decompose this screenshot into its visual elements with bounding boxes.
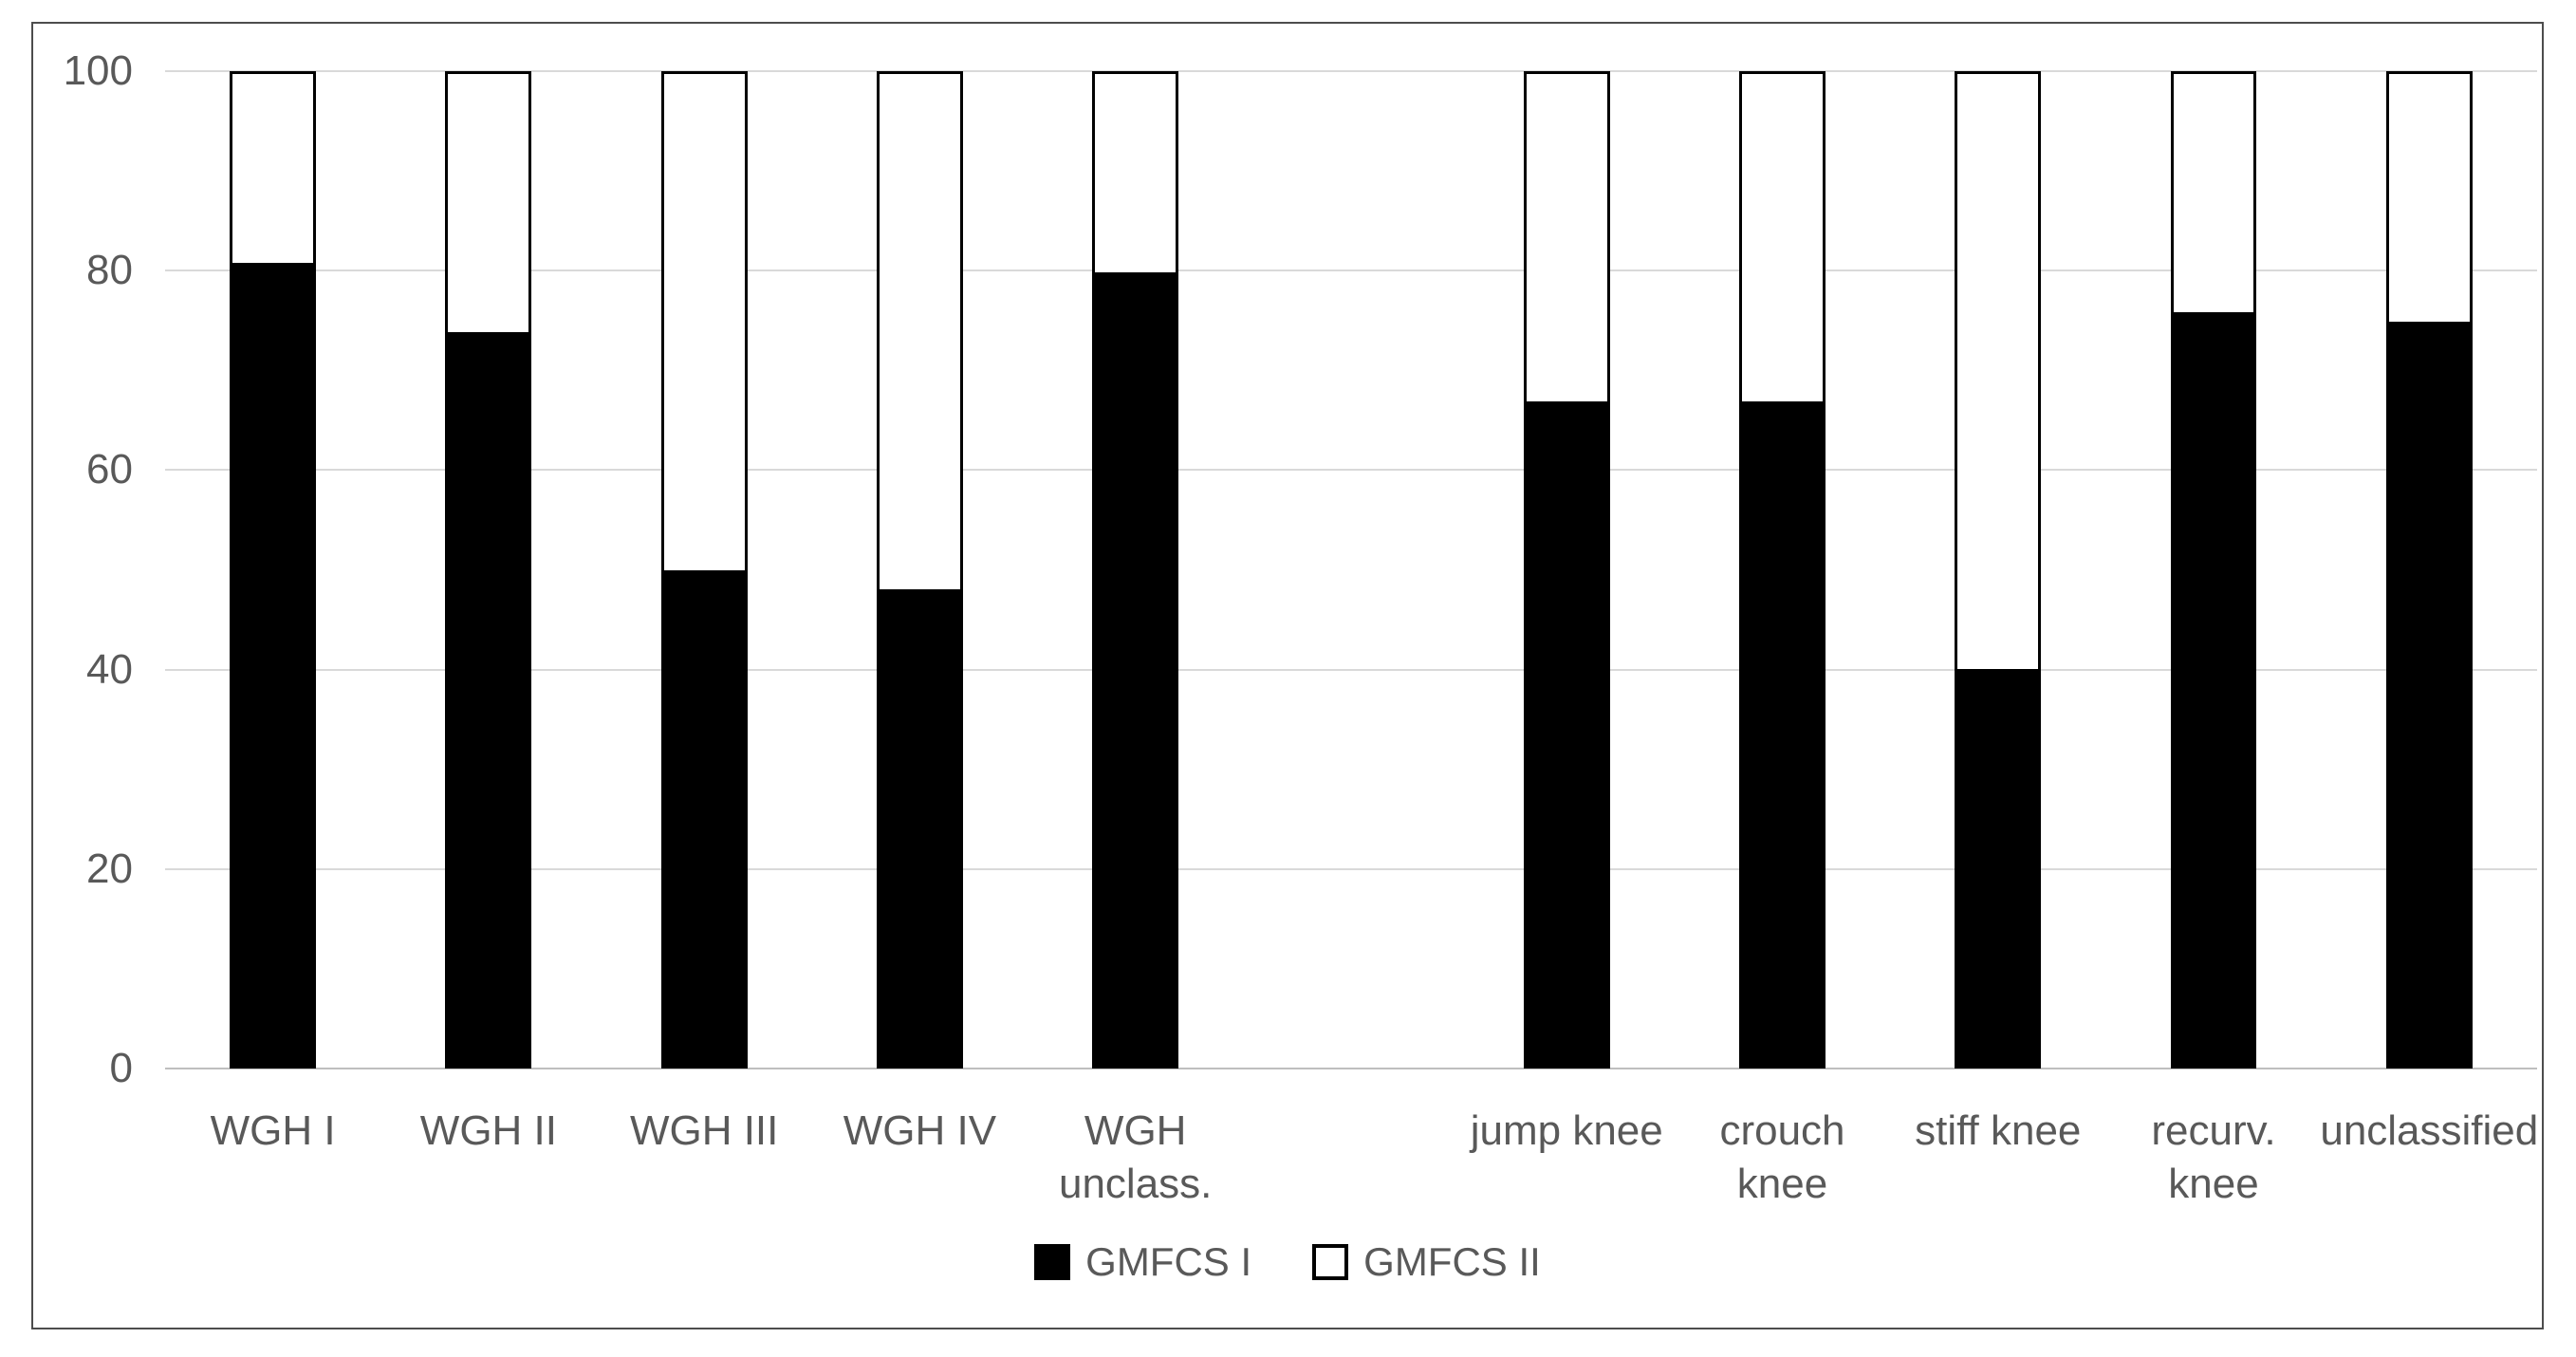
legend-swatch-white-icon <box>1312 1244 1349 1280</box>
category-label: WGH IV <box>843 1107 997 1154</box>
legend-label: GMFCS I <box>1085 1239 1252 1284</box>
category-label: jump knee <box>1470 1107 1663 1154</box>
legend-label: GMFCS II <box>1363 1239 1541 1284</box>
category-label: stiff knee <box>1915 1107 2082 1154</box>
category-label: recurv. knee <box>2151 1107 2276 1207</box>
gridline-0 <box>165 1068 2537 1069</box>
bar-segment-gmfcs-i <box>663 569 745 1066</box>
stacked-bar <box>230 71 317 1069</box>
stacked-bar <box>1523 71 1610 1069</box>
category-label-slot: unclassified <box>2320 1105 2539 1158</box>
category-label: crouch knee <box>1719 1107 1845 1207</box>
bar-slot <box>165 71 380 1069</box>
bar-slot <box>812 71 1028 1069</box>
legend-item-gmfcs2: GMFCS II <box>1312 1242 1541 1282</box>
stacked-bar <box>1955 71 2042 1069</box>
gridline-100 <box>165 70 2537 72</box>
group-gap-slot <box>1243 71 1458 1069</box>
y-tick-label-60: 60 <box>86 446 133 493</box>
category-label-slot: stiff knee <box>1890 1105 2105 1158</box>
category-label-slot: WGH III <box>597 1105 812 1158</box>
category-label-slot: crouch knee <box>1675 1105 1890 1211</box>
bar-slot <box>1890 71 2105 1069</box>
y-tick-label-100: 100 <box>63 47 133 94</box>
bar-slot <box>597 71 812 1069</box>
bar-segment-gmfcs-i <box>232 262 314 1066</box>
bar-slot <box>380 71 596 1069</box>
y-tick-label-20: 20 <box>86 845 133 892</box>
category-label: WGH I <box>210 1107 336 1154</box>
bar-segment-gmfcs-i <box>2388 322 2470 1066</box>
bar-segment-gmfcs-i <box>1957 669 2039 1066</box>
y-tick-label-40: 40 <box>86 645 133 693</box>
category-label-slot: WGH IV <box>812 1105 1028 1158</box>
category-label: WGH II <box>419 1107 557 1154</box>
category-label-slot: WGH II <box>380 1105 596 1158</box>
chart-area: 0 20 40 60 80 100 WGH I WGH II WGH III WGH IV WGH… <box>31 22 2544 1329</box>
category-label: WGH III <box>629 1107 779 1154</box>
category-label-slot: WGH unclass. <box>1028 1105 1243 1211</box>
bar-segment-gmfcs-i <box>1526 400 1607 1066</box>
stacked-bar <box>1092 71 1179 1069</box>
legend: GMFCS I GMFCS II <box>33 1242 2542 1282</box>
category-label-slot: recurv. knee <box>2105 1105 2321 1211</box>
bar-slot <box>2322 71 2537 1069</box>
plot-area <box>165 70 2537 1069</box>
category-labels-row: WGH I WGH II WGH III WGH IV WGH unclass. jump… <box>165 1105 2539 1211</box>
y-tick-label-80: 80 <box>86 247 133 294</box>
bar-slot <box>1675 71 1890 1069</box>
category-label: unclassified <box>2320 1107 2539 1154</box>
bars-row <box>165 71 2537 1069</box>
bar-slot <box>2105 71 2321 1069</box>
legend-swatch-black-icon <box>1034 1244 1071 1280</box>
bar-slot <box>1459 71 1675 1069</box>
stacked-bar <box>1739 71 1825 1069</box>
gridline-40 <box>165 668 2537 671</box>
gridline-20 <box>165 867 2537 870</box>
stacked-bar <box>445 71 532 1069</box>
gridline-80 <box>165 270 2537 272</box>
category-label: WGH unclass. <box>1058 1107 1213 1207</box>
bar-segment-gmfcs-i <box>1095 272 1177 1066</box>
stacked-bar <box>2170 71 2257 1069</box>
y-tick-label-0: 0 <box>109 1045 133 1091</box>
stacked-bar <box>2385 71 2473 1069</box>
y-axis-labels: 0 20 40 60 80 100 <box>33 50 165 1089</box>
bar-segment-gmfcs-i <box>448 331 529 1066</box>
bar-segment-gmfcs-i <box>879 589 960 1066</box>
stacked-bar <box>660 71 748 1069</box>
category-label-slot: WGH I <box>165 1105 380 1158</box>
category-label-slot: jump knee <box>1459 1105 1675 1158</box>
bar-segment-gmfcs-i <box>2173 311 2254 1066</box>
stacked-bar <box>876 71 963 1069</box>
legend-item-gmfcs1: GMFCS I <box>1034 1242 1251 1282</box>
bar-slot <box>1028 71 1243 1069</box>
bar-segment-gmfcs-i <box>1742 400 1823 1066</box>
gridline-60 <box>165 469 2537 472</box>
